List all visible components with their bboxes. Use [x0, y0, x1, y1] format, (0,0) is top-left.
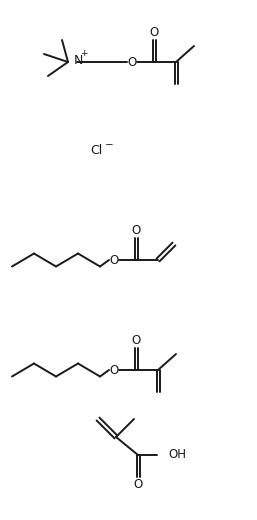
Text: +: + — [80, 48, 88, 58]
Text: O: O — [109, 254, 119, 267]
Text: O: O — [131, 333, 141, 346]
Text: OH: OH — [168, 448, 186, 462]
Text: O: O — [149, 25, 159, 38]
Text: Cl: Cl — [90, 144, 102, 157]
Text: O: O — [109, 363, 119, 376]
Text: O: O — [127, 56, 137, 69]
Text: O: O — [131, 224, 141, 237]
Text: −: − — [105, 140, 114, 150]
Text: N: N — [74, 54, 83, 67]
Text: O: O — [133, 478, 143, 491]
